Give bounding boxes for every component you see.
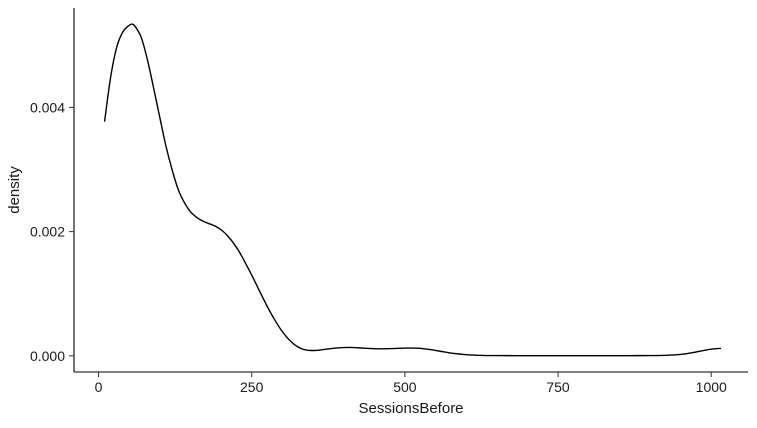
x-tick-label: 750 (546, 379, 570, 395)
series-layer (103, 23, 722, 357)
x-axis-title: SessionsBefore (358, 400, 463, 417)
x-tick-label: 1000 (696, 379, 727, 395)
x-tick-label: 0 (95, 379, 103, 395)
y-tick-label: 0.002 (30, 224, 65, 240)
y-tick-label: 0.004 (30, 99, 65, 115)
x-tick-label: 500 (393, 379, 417, 395)
y-tick-label: 0.000 (30, 348, 65, 364)
x-tick-label: 250 (240, 379, 264, 395)
y-axis-title: density (6, 166, 23, 214)
ticks-layer: 0 250 500 750 1000 0.000 0.002 0.004 (30, 99, 727, 395)
axes-layer (73, 8, 748, 373)
density-curve (103, 23, 722, 357)
